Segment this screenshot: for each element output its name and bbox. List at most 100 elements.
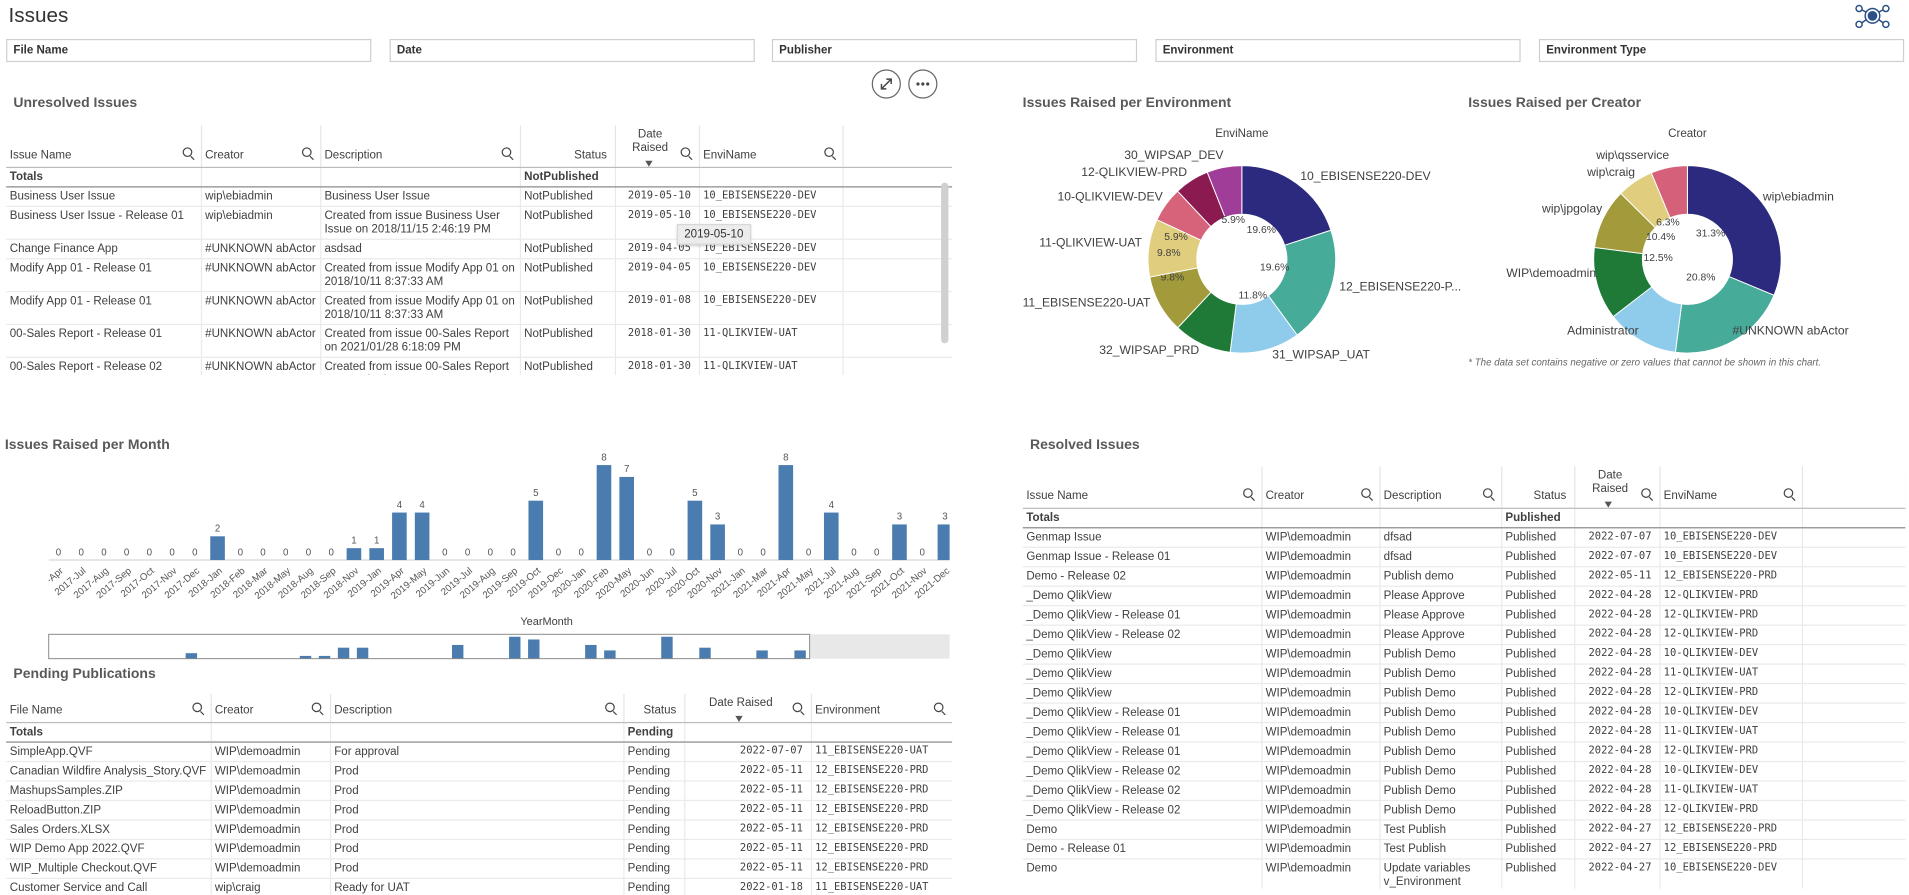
table-cell	[1801, 761, 1906, 782]
search-icon[interactable]	[191, 702, 202, 713]
search-icon[interactable]	[933, 702, 943, 713]
table-cell: Pending	[623, 858, 685, 880]
table-row: _Demo QlikView - Release 02 WIP\demoadmin…	[1022, 781, 1906, 802]
more-button[interactable]	[908, 69, 938, 99]
table-cell: Published	[1501, 703, 1575, 724]
dimension-label: EnviName	[1215, 128, 1268, 140]
table-cell	[842, 186, 953, 207]
table-cell: 2018-01-30	[614, 324, 700, 358]
table-cell: 10_EBISENSE220-DEV	[698, 206, 844, 240]
table-cell: WIP\demoadmin	[1261, 858, 1381, 889]
table-row: _Demo QlikView - Release 01 WIP\demoadmin…	[1022, 703, 1906, 724]
search-icon[interactable]	[1782, 488, 1793, 498]
table-cell: Demo	[1022, 858, 1262, 889]
table-cell: Please Approve	[1379, 586, 1502, 607]
table-cell: Customer Service and Call Center.QVF	[6, 878, 212, 895]
axis-title: YearMonth	[520, 616, 573, 628]
search-icon[interactable]	[604, 702, 615, 713]
table-cell	[842, 206, 953, 240]
bar-value-label: 0	[465, 547, 471, 558]
scrollbar[interactable]	[941, 182, 949, 344]
bar-value-label: 0	[260, 547, 266, 558]
table-cell	[1801, 644, 1906, 665]
filter-box[interactable]: Environment	[1155, 38, 1521, 63]
table-cell	[1801, 586, 1906, 607]
table-cell: Published	[1501, 742, 1575, 763]
totals-cell: Published	[1501, 508, 1575, 529]
table-cell: Published	[1501, 664, 1575, 685]
table-cell: WIP\demoadmin	[1261, 761, 1381, 782]
totals-row: Totals NotPublished	[6, 167, 953, 188]
table-row: Modify App 01 - Release 01 #UNKNOWN abAct…	[6, 258, 953, 293]
table-cell: WIP\demoadmin	[1261, 819, 1381, 841]
table-cell: #UNKNOWN abActor	[200, 258, 321, 293]
table-row: Sales Orders.XLSX WIP\demoadmin Prod Pendin…	[6, 819, 953, 841]
x-tick-label: 2021-Nov	[890, 566, 929, 602]
filter-box[interactable]: Publisher	[771, 38, 1138, 63]
table-cell: Test Publish	[1379, 819, 1502, 841]
bar	[687, 500, 703, 561]
search-icon[interactable]	[311, 702, 321, 713]
header-label: Description	[1383, 489, 1442, 503]
bar-value-label: 0	[579, 547, 585, 558]
table-row: _Demo QlikView WIP\demoadmin Please Approv…	[1022, 586, 1906, 607]
donut-segment	[1177, 291, 1237, 353]
table-row: _Demo QlikView - Release 02 WIP\demoadmin…	[1022, 625, 1906, 646]
table-row: Demo WIP\demoadmin Test Publish Published 20…	[1022, 819, 1906, 841]
table-cell: 00-Sales Report - Release 02	[6, 357, 202, 375]
header-label: Environment	[815, 703, 881, 718]
table-cell: Pending	[623, 781, 685, 802]
search-icon[interactable]	[1360, 488, 1371, 498]
table-cell: 10-QLIKVIEW-DEV	[1659, 703, 1803, 724]
x-tick-label: 2018-Sep	[299, 566, 338, 602]
bar	[778, 465, 794, 561]
navigator-bar	[318, 655, 331, 659]
table-cell: MashupsSamples.ZIP	[6, 781, 212, 802]
column-header	[1801, 466, 1906, 509]
search-icon[interactable]	[1242, 488, 1253, 498]
x-tick-label: 2019-Oct	[505, 565, 543, 599]
bar-value-label: 0	[556, 547, 562, 558]
search-icon[interactable]	[301, 147, 312, 158]
table-cell: 2022-01-18	[684, 878, 812, 895]
table-cell	[1801, 839, 1906, 860]
filter-box[interactable]: File Name	[6, 38, 372, 63]
expand-button[interactable]	[871, 69, 901, 99]
donut-segment	[1686, 165, 1782, 296]
table-box: Issue Name Creator Description Status Date R…	[1022, 466, 1906, 889]
search-icon[interactable]	[500, 147, 511, 158]
header-label: Creator	[214, 703, 254, 718]
table-cell: Change Finance App	[6, 239, 202, 260]
navigator-window	[48, 633, 811, 660]
header-row: File Name Creator Description Status Date Ra…	[6, 693, 953, 724]
donut-segment	[1241, 165, 1332, 246]
search-icon[interactable]	[791, 702, 802, 713]
search-icon[interactable]	[679, 147, 690, 158]
column-header: Creator	[200, 125, 321, 169]
x-tick-label: 2017-Dec	[163, 566, 202, 602]
table-cell: _Demo QlikView - Release 01	[1022, 742, 1262, 763]
table-cell: Business User Issue - Release 01	[6, 206, 202, 240]
table-cell: wip\craig	[210, 878, 331, 895]
search-icon[interactable]	[1482, 488, 1493, 498]
bar-value-label: 3	[715, 512, 720, 523]
table-cell: WIP\demoadmin	[1261, 566, 1381, 587]
filter-box[interactable]: Date	[389, 38, 755, 63]
search-icon[interactable]	[182, 147, 192, 158]
data-table: Issue Name Creator Description Status Date R…	[1022, 466, 1906, 889]
search-icon[interactable]	[1640, 488, 1651, 498]
table-cell: Published	[1501, 644, 1575, 665]
segment-label: 31_WIPSAP_UAT	[1272, 348, 1370, 362]
column-header: Status	[1501, 466, 1575, 509]
x-tick-label: 2017-Sep	[94, 566, 133, 602]
search-icon[interactable]	[823, 147, 834, 158]
section-title: Pending Publications	[13, 667, 156, 682]
table-row: Business User Issue wip\ebiadmin Business …	[6, 186, 953, 207]
sort-arrow	[735, 715, 743, 722]
segment-label: wip\qsservice	[1595, 148, 1669, 162]
table-cell: Prod	[329, 800, 624, 821]
table-cell: 2022-04-28	[1574, 781, 1661, 802]
column-header: EnviName	[1659, 466, 1803, 509]
filter-box[interactable]: Environment Type	[1538, 38, 1905, 63]
table-cell: Business User Issue	[320, 186, 521, 207]
